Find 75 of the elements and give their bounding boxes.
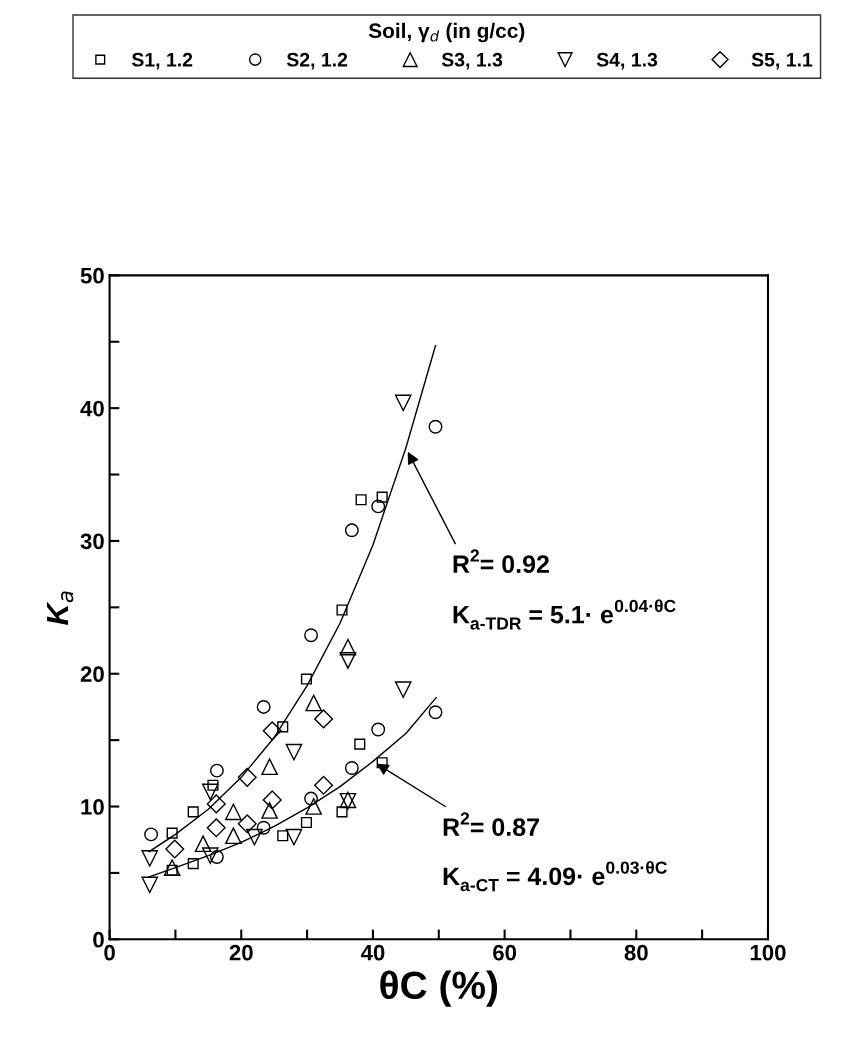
x-tick-label: 40 bbox=[360, 944, 385, 961]
legend-label: S5, 1.1 bbox=[751, 52, 813, 70]
y-tick-label: 40 bbox=[80, 400, 104, 417]
point bbox=[304, 628, 319, 643]
point bbox=[207, 779, 219, 791]
point bbox=[144, 827, 159, 842]
legend-title: Soil, γ$_{d}$ (in g/cc) bbox=[368, 22, 525, 43]
y-axis-title: K$_{a}$ bbox=[47, 591, 74, 625]
point bbox=[237, 767, 257, 787]
point bbox=[394, 681, 412, 699]
point bbox=[339, 638, 357, 656]
legend-label: S1, 1.2 bbox=[131, 52, 193, 70]
point bbox=[165, 839, 185, 859]
point bbox=[376, 757, 388, 769]
point bbox=[209, 763, 224, 778]
point bbox=[336, 604, 348, 616]
point bbox=[300, 816, 313, 829]
point bbox=[187, 806, 199, 818]
y-tick-label: 50 bbox=[80, 267, 104, 284]
point bbox=[261, 802, 278, 819]
point bbox=[314, 775, 334, 795]
point bbox=[314, 709, 334, 729]
x-axis-title: θC (%) bbox=[380, 970, 498, 1007]
point bbox=[305, 694, 323, 712]
legend-label: S2, 1.2 bbox=[286, 52, 348, 70]
point bbox=[141, 849, 159, 867]
point bbox=[336, 806, 348, 818]
point bbox=[262, 790, 282, 810]
point bbox=[339, 652, 357, 669]
point bbox=[187, 858, 199, 870]
y-tick-label: 30 bbox=[80, 533, 104, 550]
point bbox=[256, 699, 271, 714]
point bbox=[201, 847, 219, 865]
point bbox=[261, 758, 278, 776]
point bbox=[371, 499, 386, 514]
y-tick-label: 10 bbox=[81, 799, 104, 815]
point bbox=[141, 876, 159, 894]
point bbox=[194, 835, 212, 853]
point bbox=[277, 721, 289, 733]
point bbox=[354, 738, 366, 750]
point bbox=[237, 814, 257, 834]
point bbox=[376, 491, 388, 503]
point bbox=[344, 523, 359, 538]
point bbox=[206, 818, 226, 838]
point bbox=[209, 850, 224, 864]
point bbox=[394, 394, 412, 412]
y-tick-label: 20 bbox=[80, 666, 104, 683]
point bbox=[201, 783, 219, 801]
point bbox=[300, 673, 313, 685]
x-tick-label: 0 bbox=[104, 944, 115, 961]
point bbox=[206, 794, 226, 814]
x-tick-label: 20 bbox=[229, 944, 253, 961]
point bbox=[262, 721, 282, 741]
point bbox=[305, 798, 323, 815]
legend-label: S3, 1.3 bbox=[441, 52, 503, 70]
x-tick-label: 80 bbox=[624, 944, 648, 961]
point bbox=[371, 722, 386, 737]
legend-label: S4, 1.3 bbox=[596, 52, 658, 70]
point bbox=[428, 419, 443, 434]
point bbox=[428, 705, 443, 720]
point bbox=[355, 494, 367, 506]
x-tick-label: 60 bbox=[493, 944, 517, 961]
point bbox=[285, 828, 303, 846]
point bbox=[304, 791, 319, 806]
point bbox=[277, 830, 289, 842]
point bbox=[225, 827, 242, 845]
point bbox=[246, 828, 263, 846]
x-tick-label: 100 bbox=[750, 944, 786, 961]
point bbox=[256, 820, 271, 835]
point bbox=[225, 803, 242, 821]
y-tick-label: 0 bbox=[93, 931, 104, 948]
point bbox=[163, 859, 181, 876]
point bbox=[344, 761, 359, 775]
point bbox=[166, 827, 178, 839]
point bbox=[285, 743, 303, 761]
